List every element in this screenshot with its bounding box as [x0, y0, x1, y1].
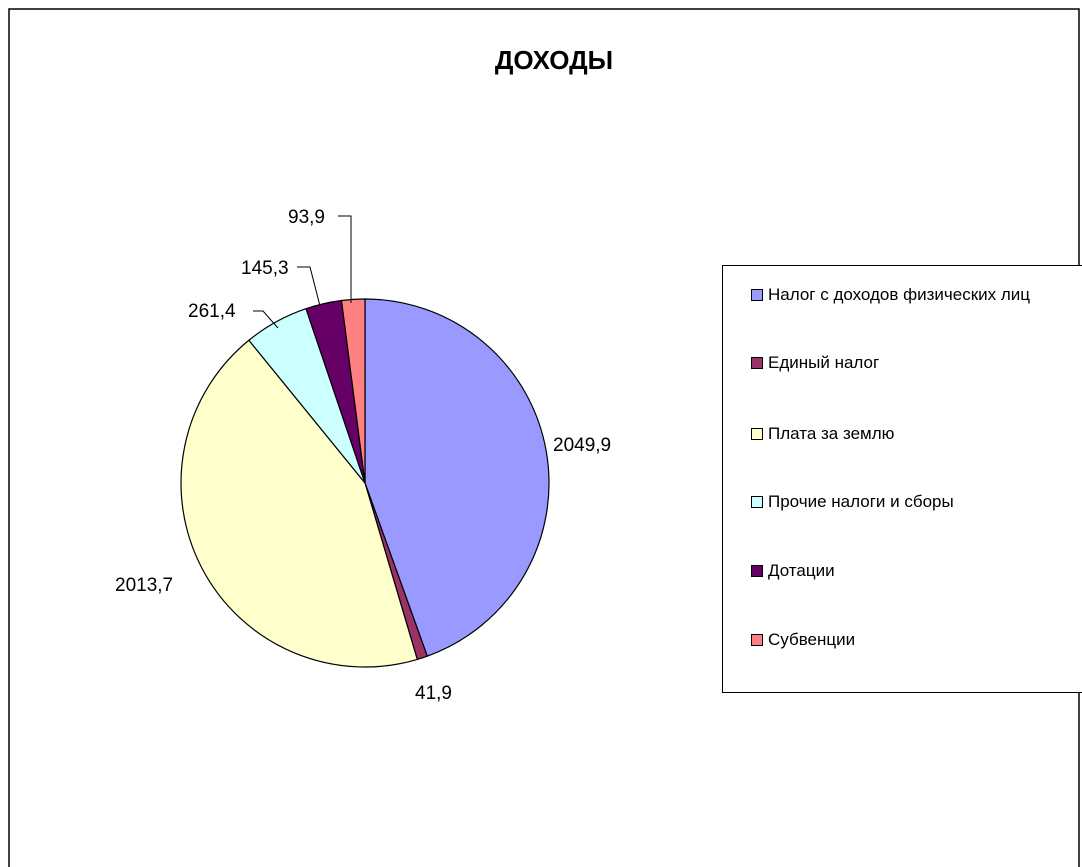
legend-swatch: [751, 357, 763, 369]
legend-swatch: [751, 565, 763, 577]
leader-line-subventions: [338, 215, 352, 303]
legend-label: Единый налог: [768, 353, 880, 372]
data-label-ndfl: 2049,9: [553, 435, 611, 456]
data-label-subventions: 93,9: [288, 207, 325, 228]
legend-swatch: [751, 496, 763, 508]
legend-label: Налог с доходов физических лиц: [768, 285, 1031, 304]
data-label-other-taxes: 261,4: [188, 301, 236, 322]
pie-slice-ndfl: [364, 298, 550, 657]
leader-lines: [253, 215, 352, 329]
legend-label: Плата за землю: [768, 424, 895, 443]
data-label-land-fee: 2013,7: [115, 575, 173, 596]
legend-item-other-taxes: Прочие налоги и сборы: [751, 490, 1071, 514]
chart-title: ДОХОДЫ: [495, 45, 613, 75]
legend-item-single-tax: Единый налог: [751, 351, 1071, 375]
legend-swatch: [751, 289, 763, 301]
pie-slice-land-fee: [180, 339, 419, 668]
legend-item-ndfl: Налог с доходов физических лиц: [751, 283, 1071, 307]
pie-slice-subventions: [340, 298, 366, 484]
legend-swatch: [751, 428, 763, 440]
leader-line-grants: [297, 266, 321, 307]
legend-label: Субвенции: [768, 630, 856, 649]
legend-item-grants: Дотации: [751, 559, 1071, 583]
leader-line-other-taxes: [253, 310, 279, 329]
data-labels: 2049,9 41,9 2013,7 261,4 145,3 93,9: [115, 207, 611, 704]
data-label-grants: 145,3: [241, 258, 289, 279]
legend-item-land-fee: Плата за землю: [751, 422, 1071, 446]
legend-swatch: [751, 634, 763, 646]
legend-label: Дотации: [768, 561, 835, 580]
legend-item-subventions: Субвенции: [751, 628, 1071, 652]
data-label-single-tax: 41,9: [415, 683, 452, 704]
legend: Налог с доходов физических лиц Единый на…: [722, 265, 1082, 693]
pie-slices: [180, 298, 550, 668]
legend-label: Прочие налоги и сборы: [768, 492, 954, 511]
